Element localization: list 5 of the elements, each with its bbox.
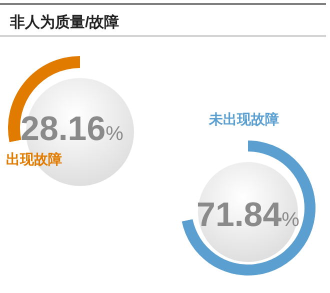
data-label: 71.84% — [196, 196, 300, 234]
data-label: 28.16% — [20, 110, 124, 148]
slice-label: 出现故障 — [6, 151, 62, 167]
slice-label: 未出现故障 — [208, 111, 279, 127]
chart-title: 非人为质量/故障 — [9, 13, 120, 31]
